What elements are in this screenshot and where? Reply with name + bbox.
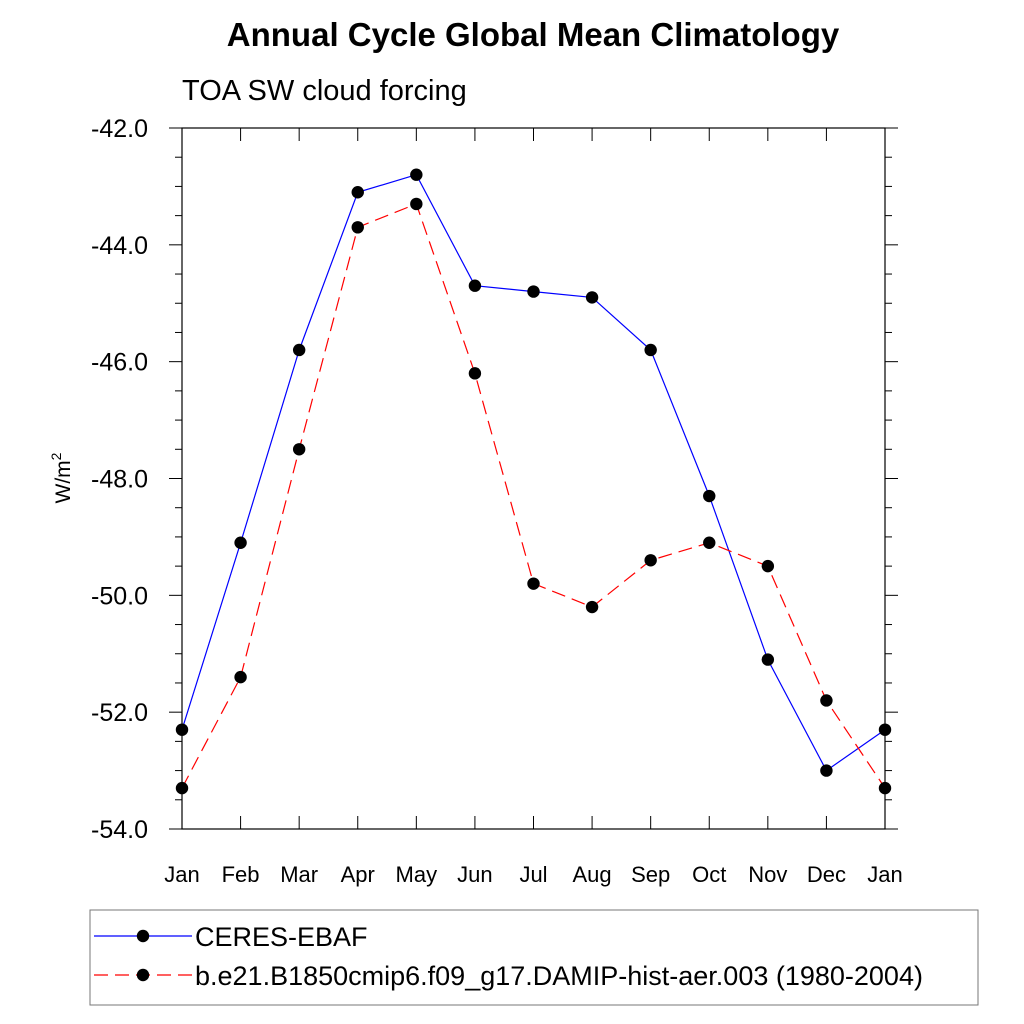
series-lines — [181, 173, 886, 789]
series-2-point — [468, 367, 482, 380]
x-tick-label: Apr — [341, 862, 375, 887]
x-tick-label: Sep — [631, 862, 670, 887]
plot-frame — [181, 127, 886, 830]
chart-subtitle: TOA SW cloud forcing — [182, 75, 467, 107]
legend-label-2: b.e21.B1850cmip6.f09_g17.DAMIP-hist-aer.… — [195, 961, 923, 991]
series-2-point — [703, 536, 716, 549]
legend: CERES-EBAF b.e21.B1850cmip6.f09_g17.DAMIP… — [94, 922, 923, 991]
series-2-point — [410, 197, 423, 211]
y-tick-label: -54.0 — [91, 816, 148, 844]
legend-marker-1 — [136, 929, 150, 943]
x-tick-label: Jun — [457, 862, 492, 887]
series-2-point — [878, 781, 892, 795]
legend-box — [89, 909, 979, 1006]
x-tick-label: Nov — [748, 862, 787, 887]
x-tick-label: Jan — [164, 862, 199, 887]
x-tick-label: Feb — [222, 862, 260, 887]
series-1-point — [703, 489, 716, 503]
series-line-1 — [181, 173, 886, 772]
series-1-point — [585, 291, 599, 304]
series-markers — [175, 168, 892, 795]
y-tick-label: -48.0 — [91, 466, 148, 494]
x-tick-labels: Jan Feb Mar Apr May Jun Jul Aug Sep Oct Nov Dec Jan — [164, 862, 902, 887]
series-1-point — [761, 653, 775, 666]
series-2-point — [644, 554, 657, 567]
y-tick-label: -50.0 — [91, 582, 148, 610]
series-1-point — [644, 343, 657, 357]
y-tick-label: -52.0 — [91, 699, 148, 727]
series-1-point — [410, 168, 423, 181]
series-1-point — [878, 723, 892, 736]
x-tick-label: May — [396, 862, 438, 887]
y-tick-label: -46.0 — [91, 349, 148, 377]
x-tick-label: Mar — [280, 862, 318, 887]
legend-label-1: CERES-EBAF — [195, 922, 368, 952]
series-2-point — [761, 559, 775, 573]
y-axis-label-superscript: 2 — [48, 452, 64, 460]
series-2-point — [527, 577, 540, 590]
y-tick-label: -44.0 — [91, 232, 148, 260]
x-tick-label: Jan — [867, 862, 902, 887]
chart-title: Annual Cycle Global Mean Climatology — [227, 16, 840, 53]
series-1-point — [820, 764, 833, 777]
series-2-point — [585, 600, 599, 614]
y-axis-label-base: W/m — [52, 460, 75, 503]
series-1-point — [351, 186, 364, 199]
y-tick-labels: -54.0 -52.0 -50.0 -48.0 -46.0 -44.0 -42.0 — [91, 115, 148, 844]
series-2-point — [292, 443, 306, 456]
x-tick-label: Jul — [519, 862, 547, 887]
series-1-point — [234, 536, 247, 549]
series-1-point — [292, 343, 306, 357]
legend-marker-2 — [136, 968, 150, 982]
x-tick-label: Dec — [807, 862, 846, 887]
series-2-point — [234, 670, 247, 684]
series-2-point — [351, 221, 364, 234]
x-tick-label: Aug — [573, 862, 612, 887]
series-2-point — [820, 694, 833, 707]
axis-ticks — [169, 127, 898, 830]
x-tick-label: Oct — [692, 862, 726, 887]
series-1-point — [527, 285, 540, 298]
series-1-point — [468, 279, 482, 292]
series-2-point — [175, 781, 189, 795]
y-tick-label: -42.0 — [91, 115, 148, 143]
series-1-point — [175, 723, 189, 736]
y-axis-label: W/m2 — [48, 452, 75, 503]
